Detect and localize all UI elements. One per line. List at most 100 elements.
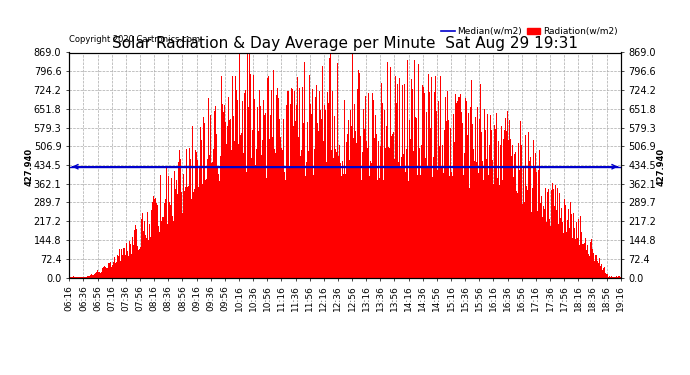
Bar [194, 189, 195, 278]
Bar [135, 225, 136, 278]
Bar [302, 87, 303, 278]
Bar [516, 191, 517, 278]
Bar [121, 249, 122, 278]
Bar [367, 148, 368, 278]
Bar [485, 130, 486, 278]
Bar [415, 117, 416, 278]
Bar [390, 67, 391, 278]
Bar [505, 118, 506, 278]
Bar [433, 157, 434, 278]
Bar [478, 173, 479, 278]
Bar [431, 71, 433, 278]
Bar [183, 171, 184, 278]
Bar [226, 137, 227, 278]
Bar [353, 138, 354, 278]
Bar [546, 188, 547, 278]
Bar [572, 238, 573, 278]
Bar [569, 228, 570, 278]
Bar [564, 199, 565, 278]
Bar [417, 175, 418, 278]
Bar [424, 61, 425, 278]
Bar [542, 189, 543, 278]
Bar [467, 135, 468, 278]
Bar [488, 175, 489, 278]
Bar [349, 160, 350, 278]
Bar [306, 162, 307, 278]
Bar [434, 128, 435, 278]
Bar [456, 103, 457, 278]
Bar [465, 98, 466, 278]
Bar [534, 168, 535, 278]
Bar [284, 92, 285, 278]
Bar [115, 263, 116, 278]
Bar [450, 128, 451, 278]
Bar [497, 178, 498, 278]
Bar [269, 139, 270, 278]
Bar [246, 172, 247, 278]
Bar [590, 242, 591, 278]
Bar [451, 172, 452, 278]
Bar [410, 123, 411, 278]
Bar [391, 136, 392, 278]
Bar [463, 185, 464, 278]
Bar [373, 117, 375, 278]
Bar [173, 221, 174, 278]
Bar [364, 129, 365, 278]
Bar [249, 53, 250, 278]
Bar [548, 189, 549, 278]
Bar [296, 105, 297, 278]
Bar [540, 202, 541, 278]
Bar [441, 116, 442, 278]
Bar [571, 210, 572, 278]
Bar [554, 206, 555, 278]
Bar [230, 119, 231, 278]
Bar [468, 124, 469, 278]
Bar [315, 162, 317, 278]
Bar [472, 124, 473, 278]
Bar [429, 92, 430, 278]
Bar [601, 264, 602, 278]
Bar [588, 244, 589, 278]
Bar [388, 147, 389, 278]
Bar [337, 94, 338, 278]
Bar [582, 244, 583, 278]
Bar [435, 76, 436, 278]
Bar [312, 89, 313, 278]
Bar [512, 145, 513, 278]
Bar [426, 87, 427, 278]
Bar [162, 217, 163, 278]
Bar [342, 103, 343, 278]
Bar [251, 158, 252, 278]
Bar [616, 276, 617, 278]
Bar [372, 93, 373, 278]
Bar [347, 152, 348, 278]
Bar [496, 113, 497, 278]
Bar [620, 277, 621, 278]
Bar [239, 53, 240, 278]
Bar [366, 118, 367, 278]
Bar [158, 226, 159, 278]
Bar [247, 53, 248, 278]
Bar [92, 275, 93, 278]
Bar [153, 196, 154, 278]
Bar [205, 176, 206, 278]
Bar [568, 209, 569, 278]
Bar [281, 148, 282, 278]
Bar [371, 171, 372, 278]
Bar [274, 149, 275, 278]
Bar [114, 267, 115, 278]
Bar [319, 91, 320, 278]
Bar [236, 90, 237, 278]
Bar [301, 150, 302, 278]
Bar [88, 276, 89, 278]
Bar [214, 111, 215, 278]
Bar [471, 80, 472, 278]
Bar [248, 178, 249, 278]
Bar [458, 97, 459, 278]
Bar [314, 150, 315, 278]
Bar [381, 177, 382, 278]
Bar [475, 117, 476, 278]
Bar [586, 250, 587, 278]
Bar [563, 233, 564, 278]
Bar [389, 148, 390, 278]
